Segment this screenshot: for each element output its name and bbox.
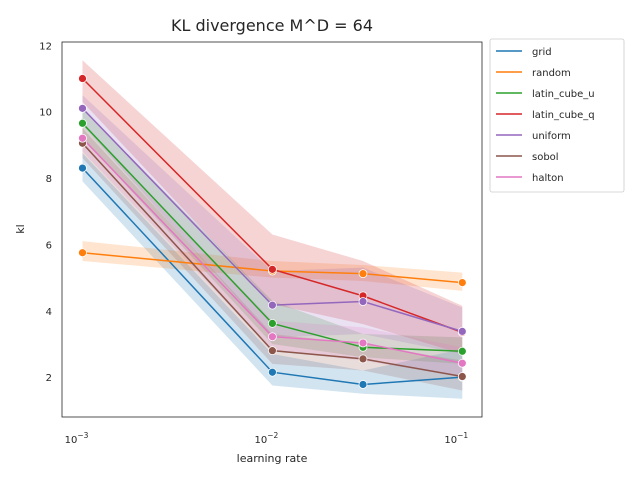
data-point-sobol: [358, 354, 368, 364]
data-point-sobol: [268, 346, 277, 356]
data-point-latin_cube_u: [78, 118, 87, 128]
y-axis-ticks: 2 4 6 8 10 12: [39, 41, 52, 384]
series-line-latin_cube_q: [81, 77, 463, 334]
legend-label-random: random: [532, 68, 571, 79]
confidence-band-uniform: [82, 95, 463, 354]
series-markers: [78, 74, 467, 389]
data-point-halton: [358, 338, 368, 348]
data-point-uniform: [268, 300, 277, 310]
y-tick-label: 8: [46, 174, 52, 185]
series-line-grid: [81, 167, 463, 386]
data-point-grid: [78, 163, 87, 173]
plot-frame: [61, 41, 483, 418]
data-point-halton: [268, 332, 277, 342]
data-point-random: [358, 269, 368, 279]
data-point-random: [78, 248, 87, 258]
data-point-grid: [358, 380, 368, 389]
data-point-random: [457, 278, 467, 287]
data-point-sobol: [457, 372, 467, 381]
legend-label-halton: halton: [532, 173, 564, 184]
y-tick-label: 4: [46, 307, 52, 318]
y-tick-label: 12: [39, 41, 52, 52]
legend-label-uniform: uniform: [532, 131, 571, 142]
series-lines: [81, 77, 463, 386]
legend: grid random latin_cube_u latin_cube_qunifor…: [489, 38, 625, 193]
x-tick-label: 10−1: [444, 431, 468, 446]
data-point-uniform: [457, 327, 467, 336]
y-tick-label: 6: [46, 240, 52, 251]
series-line-halton: [81, 137, 463, 364]
series-line-latin_cube_u: [81, 122, 463, 353]
data-point-uniform: [358, 297, 368, 306]
series-line-random: [82, 251, 463, 284]
confidence-band-grid: [82, 153, 463, 399]
chart-title: KL divergence M^D = 64: [171, 16, 373, 35]
legend-label-latin_cube_q: latin_cube_q: [532, 110, 595, 121]
legend-label-grid: grid: [532, 47, 552, 58]
data-point-latin_cube_q: [78, 74, 87, 83]
y-tick-label: 10: [39, 108, 52, 119]
x-tick-label: 10−2: [254, 431, 278, 446]
confidence-band-latin_cube_q: [82, 60, 463, 354]
confidence-band-latin_cube_u: [82, 108, 463, 364]
data-point-halton: [457, 358, 467, 368]
data-point-latin_cube_q: [268, 264, 277, 274]
y-tick-label: 2: [46, 373, 52, 384]
legend-label-sobol: sobol: [532, 152, 559, 163]
data-point-latin_cube_u: [457, 346, 467, 356]
legend-frame: [489, 38, 625, 193]
data-point-grid: [268, 367, 277, 377]
data-point-uniform: [78, 103, 87, 113]
x-axis-ticks: 10−3 10−2 10−1: [65, 431, 469, 446]
x-tick-label: 10−3: [65, 431, 89, 446]
data-point-halton: [78, 133, 87, 143]
legend-label-latin_cube_u: latin_cube_u: [532, 89, 595, 100]
x-axis-label: learning rate: [237, 452, 308, 465]
series-line-sobol: [81, 142, 463, 378]
data-point-latin_cube_u: [268, 319, 277, 328]
series-line-uniform: [81, 107, 463, 333]
y-axis-label: kl: [14, 224, 27, 233]
